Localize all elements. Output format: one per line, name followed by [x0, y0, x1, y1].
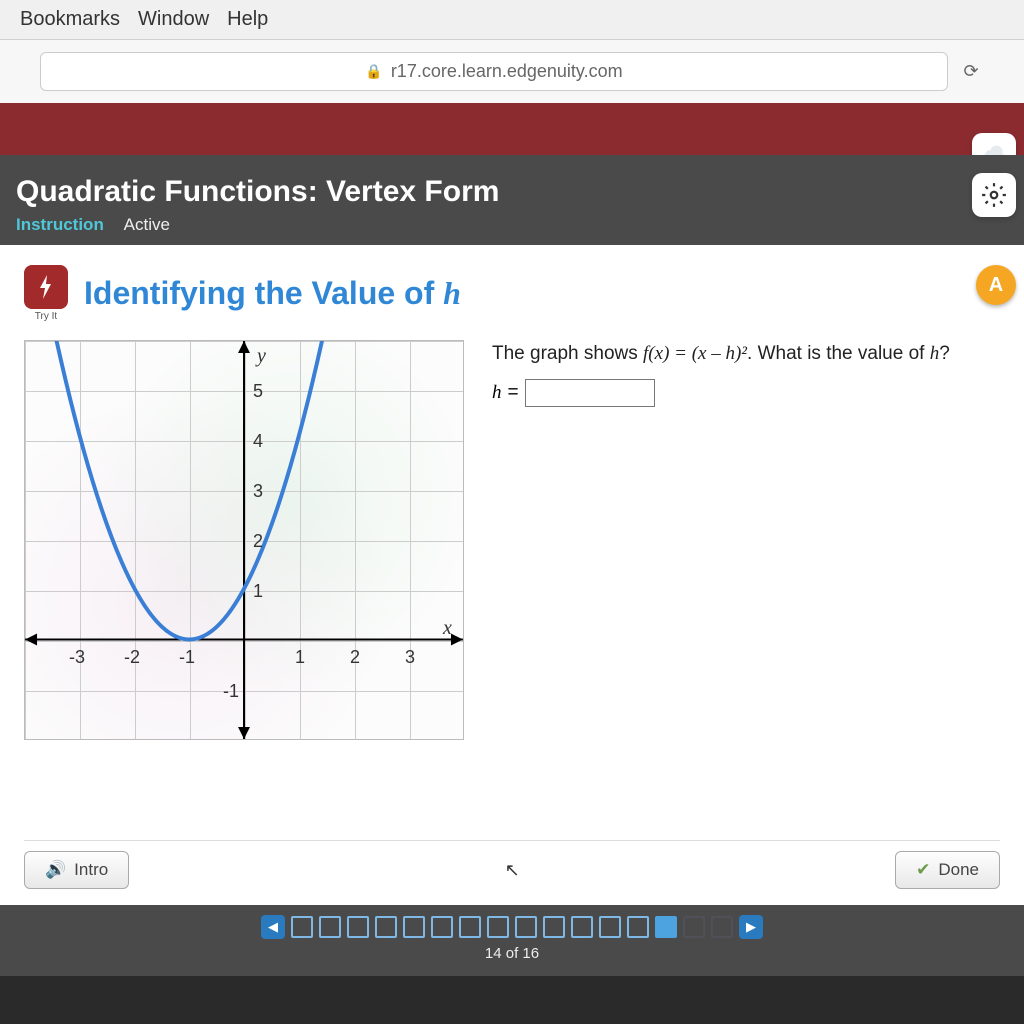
ytick-4: 4	[253, 431, 263, 452]
title-var: h	[443, 275, 461, 311]
title-prefix: Identifying the Value of	[84, 275, 443, 311]
intro-button[interactable]: 🔊 Intro	[24, 851, 129, 889]
step-14[interactable]	[655, 916, 677, 938]
q-fx: f(x) = (x – h)²	[643, 343, 747, 364]
os-menubar: Bookmarks Window Help	[0, 0, 1024, 40]
next-button[interactable]: ▶	[739, 915, 763, 939]
x-axis-label: x	[443, 617, 452, 640]
step-10[interactable]	[543, 916, 565, 938]
step-12[interactable]	[599, 916, 621, 938]
q-post: . What is the value of	[747, 343, 930, 364]
speaker-icon: 🔊	[45, 860, 66, 880]
xtick-neg2: -2	[124, 647, 140, 668]
main-row: y x 5 4 3 2 1 -1 -3 -2 -1 1 2 3 The grap…	[24, 340, 1000, 840]
lesson-title: Quadratic Functions: Vertex Form	[16, 175, 1008, 209]
step-4[interactable]	[375, 916, 397, 938]
step-8[interactable]	[487, 916, 509, 938]
content-header: Try It Identifying the Value of h	[24, 265, 1000, 322]
step-13[interactable]	[627, 916, 649, 938]
y-axis-label: y	[257, 345, 266, 368]
tryit-block: Try It	[24, 265, 68, 322]
q-q: ?	[939, 343, 950, 364]
lesson-subtitle: Instruction Active	[16, 215, 1008, 235]
ytick-3: 3	[253, 481, 263, 502]
q-var: h	[930, 343, 940, 364]
instruction-tab[interactable]: Instruction	[16, 215, 104, 234]
xtick-2: 2	[350, 647, 360, 668]
done-button[interactable]: ✔ Done	[895, 851, 1000, 889]
ytick-neg1: -1	[223, 681, 239, 702]
check-icon: ✔	[916, 860, 930, 880]
bolt-icon	[37, 274, 55, 300]
prev-button[interactable]: ◀	[261, 915, 285, 939]
graph-box: y x 5 4 3 2 1 -1 -3 -2 -1 1 2 3	[24, 340, 464, 740]
step-15[interactable]	[683, 916, 705, 938]
menu-help[interactable]: Help	[227, 8, 268, 31]
progress-label: 14 of 16	[0, 945, 1024, 962]
menu-bookmarks[interactable]: Bookmarks	[20, 8, 120, 31]
ytick-1: 1	[253, 581, 263, 602]
bottom-bar: 🔊 Intro ↖ ✔ Done	[24, 840, 1000, 889]
graph-svg	[25, 341, 463, 739]
browser-toolbar: 🔒 r17.core.learn.edgenuity.com ⟳	[0, 40, 1024, 103]
question-block: The graph shows f(x) = (x – h)². What is…	[492, 340, 950, 840]
xtick-neg1: -1	[179, 647, 195, 668]
url-bar[interactable]: 🔒 r17.core.learn.edgenuity.com	[40, 52, 948, 91]
app-band: ☁️	[0, 103, 1024, 155]
active-label: Active	[124, 215, 170, 234]
question-text: The graph shows f(x) = (x – h)². What is…	[492, 340, 950, 369]
answer-input[interactable]	[525, 379, 655, 407]
content-panel: A Try It Identifying the Value of h	[0, 245, 1024, 905]
lesson-header: Quadratic Functions: Vertex Form Instruc…	[0, 155, 1024, 245]
url-text: r17.core.learn.edgenuity.com	[391, 61, 623, 82]
answer-var: h	[492, 382, 502, 404]
done-label: Done	[938, 860, 979, 880]
step-16[interactable]	[711, 916, 733, 938]
ytick-5: 5	[253, 381, 263, 402]
step-5[interactable]	[403, 916, 425, 938]
answer-eq: =	[508, 382, 519, 404]
lock-icon: 🔒	[365, 63, 382, 80]
xtick-neg3: -3	[69, 647, 85, 668]
content-title: Identifying the Value of h	[84, 275, 461, 312]
assistant-badge[interactable]: A	[976, 265, 1016, 305]
step-9[interactable]	[515, 916, 537, 938]
step-11[interactable]	[571, 916, 593, 938]
menu-window[interactable]: Window	[138, 8, 209, 31]
step-2[interactable]	[319, 916, 341, 938]
progress-row: ◀ ▶	[261, 915, 763, 939]
gear-icon	[981, 182, 1007, 208]
step-1[interactable]	[291, 916, 313, 938]
answer-line: h =	[492, 379, 950, 407]
cursor-icon: ↖	[505, 860, 520, 881]
q-pre: The graph shows	[492, 343, 643, 364]
tryit-icon[interactable]	[24, 265, 68, 309]
settings-button[interactable]	[972, 173, 1016, 217]
reload-button[interactable]: ⟳	[958, 59, 984, 85]
step-3[interactable]	[347, 916, 369, 938]
intro-label: Intro	[74, 860, 108, 880]
progress-strip: ◀ ▶ 14 of 16	[0, 905, 1024, 976]
step-7[interactable]	[459, 916, 481, 938]
xtick-3: 3	[405, 647, 415, 668]
xtick-1: 1	[295, 647, 305, 668]
step-6[interactable]	[431, 916, 453, 938]
ytick-2: 2	[253, 531, 263, 552]
tryit-label: Try It	[24, 311, 68, 322]
